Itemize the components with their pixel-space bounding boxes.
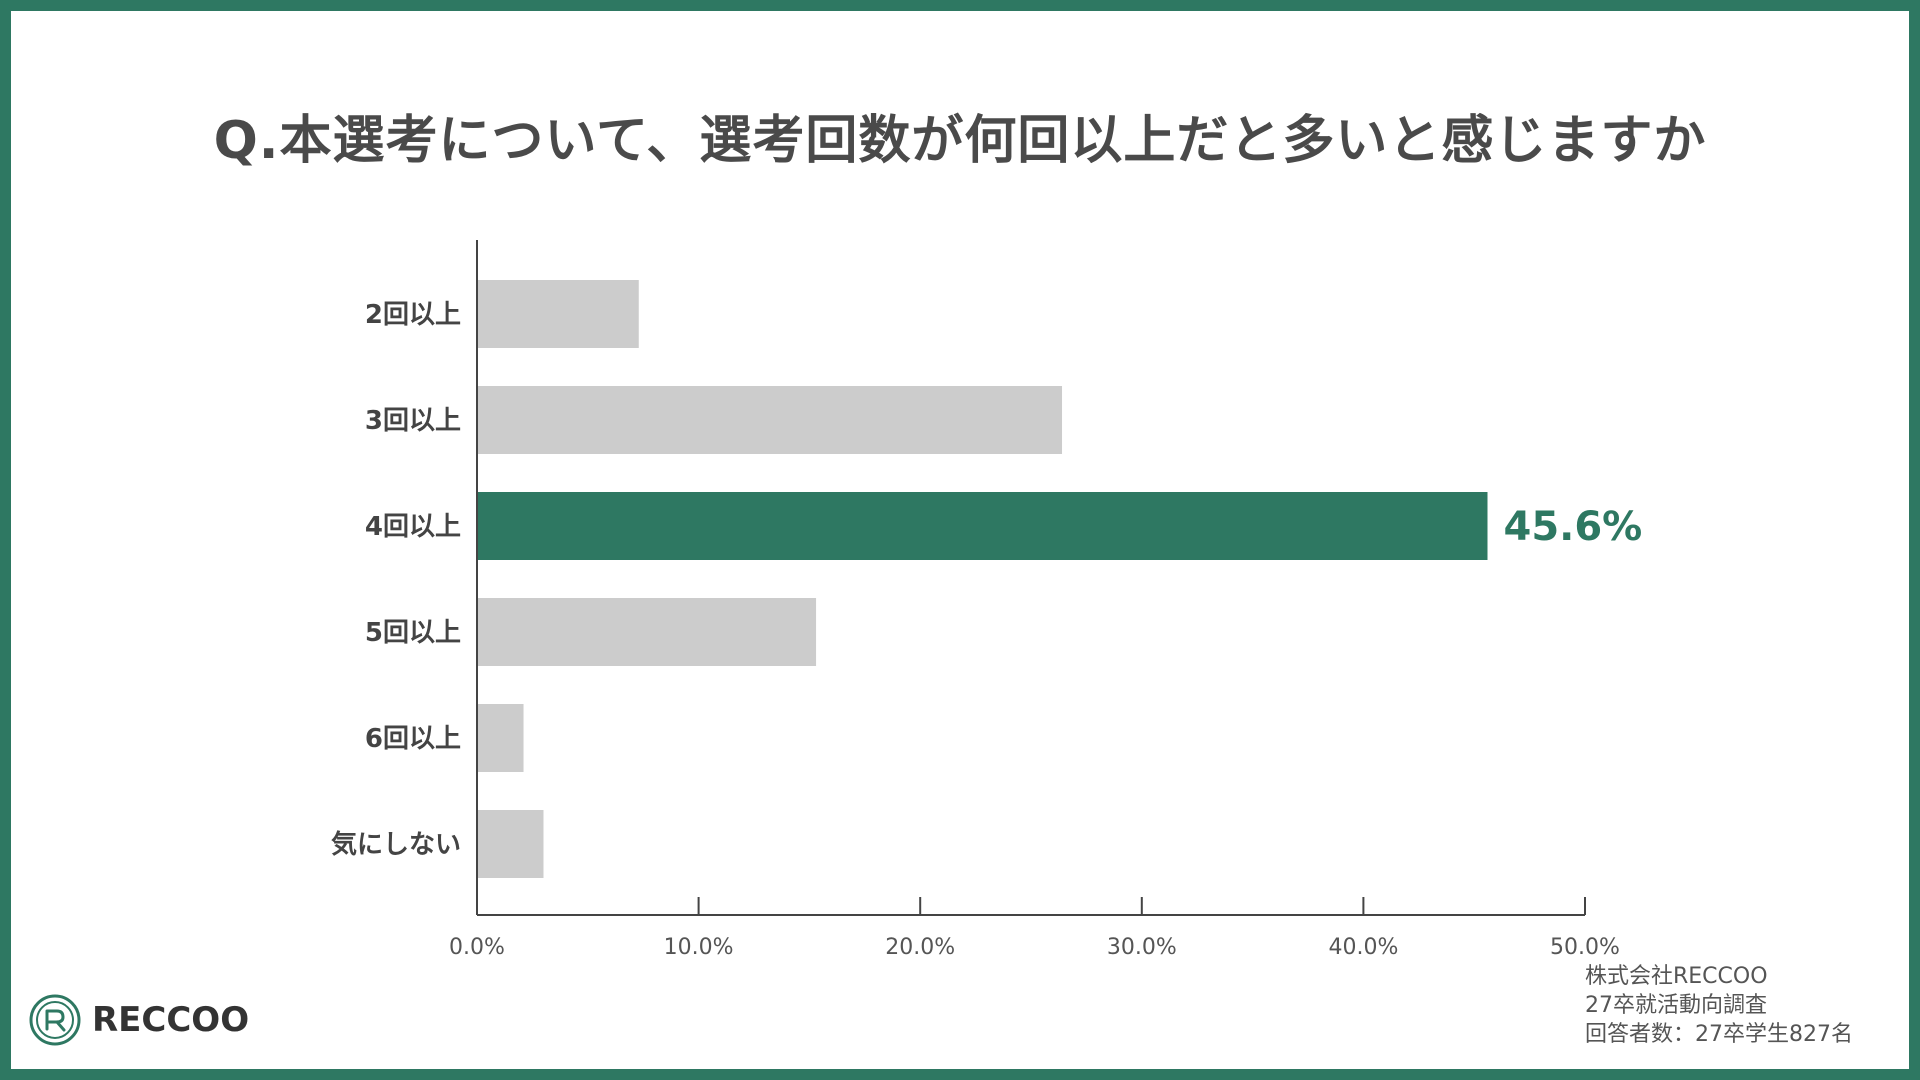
- x-tick-label: 20.0%: [885, 935, 955, 960]
- bar: [477, 386, 1063, 454]
- bar: [477, 810, 544, 878]
- category-label: 5回以上: [365, 618, 461, 648]
- bar: [477, 280, 639, 348]
- logo-text: RECCOO: [92, 1000, 250, 1040]
- source-company: 株式会社RECCOO: [1585, 964, 1768, 989]
- data-label: 45.6%: [1503, 504, 1642, 550]
- category-label: 2回以上: [365, 300, 461, 330]
- reccoo-logo: RECCOO: [28, 993, 249, 1047]
- category-label: 4回以上: [365, 512, 461, 542]
- x-tick-label: 10.0%: [664, 935, 734, 960]
- x-tick-label: 30.0%: [1107, 935, 1177, 960]
- category-label: 3回以上: [365, 406, 461, 436]
- category-label: 6回以上: [365, 724, 461, 754]
- chart-title: Q.本選考について、選考回数が何回以上だと多いと感じますか: [213, 111, 1707, 171]
- source-note: 株式会社RECCOO 27卒就活動向調査 回答者数：27卒学生827名: [1585, 962, 1853, 1049]
- x-tick-label: 50.0%: [1550, 935, 1620, 960]
- bar: [477, 704, 524, 772]
- x-tick-label: 40.0%: [1328, 935, 1398, 960]
- source-survey: 27卒就活動向調査: [1585, 993, 1767, 1018]
- bar: [477, 492, 1488, 560]
- category-label: 気にしない: [331, 829, 461, 860]
- reccoo-logo-icon: [29, 994, 81, 1046]
- x-tick-label: 0.0%: [449, 935, 505, 960]
- source-respondents: 回答者数：27卒学生827名: [1585, 1022, 1853, 1047]
- bar: [477, 598, 817, 666]
